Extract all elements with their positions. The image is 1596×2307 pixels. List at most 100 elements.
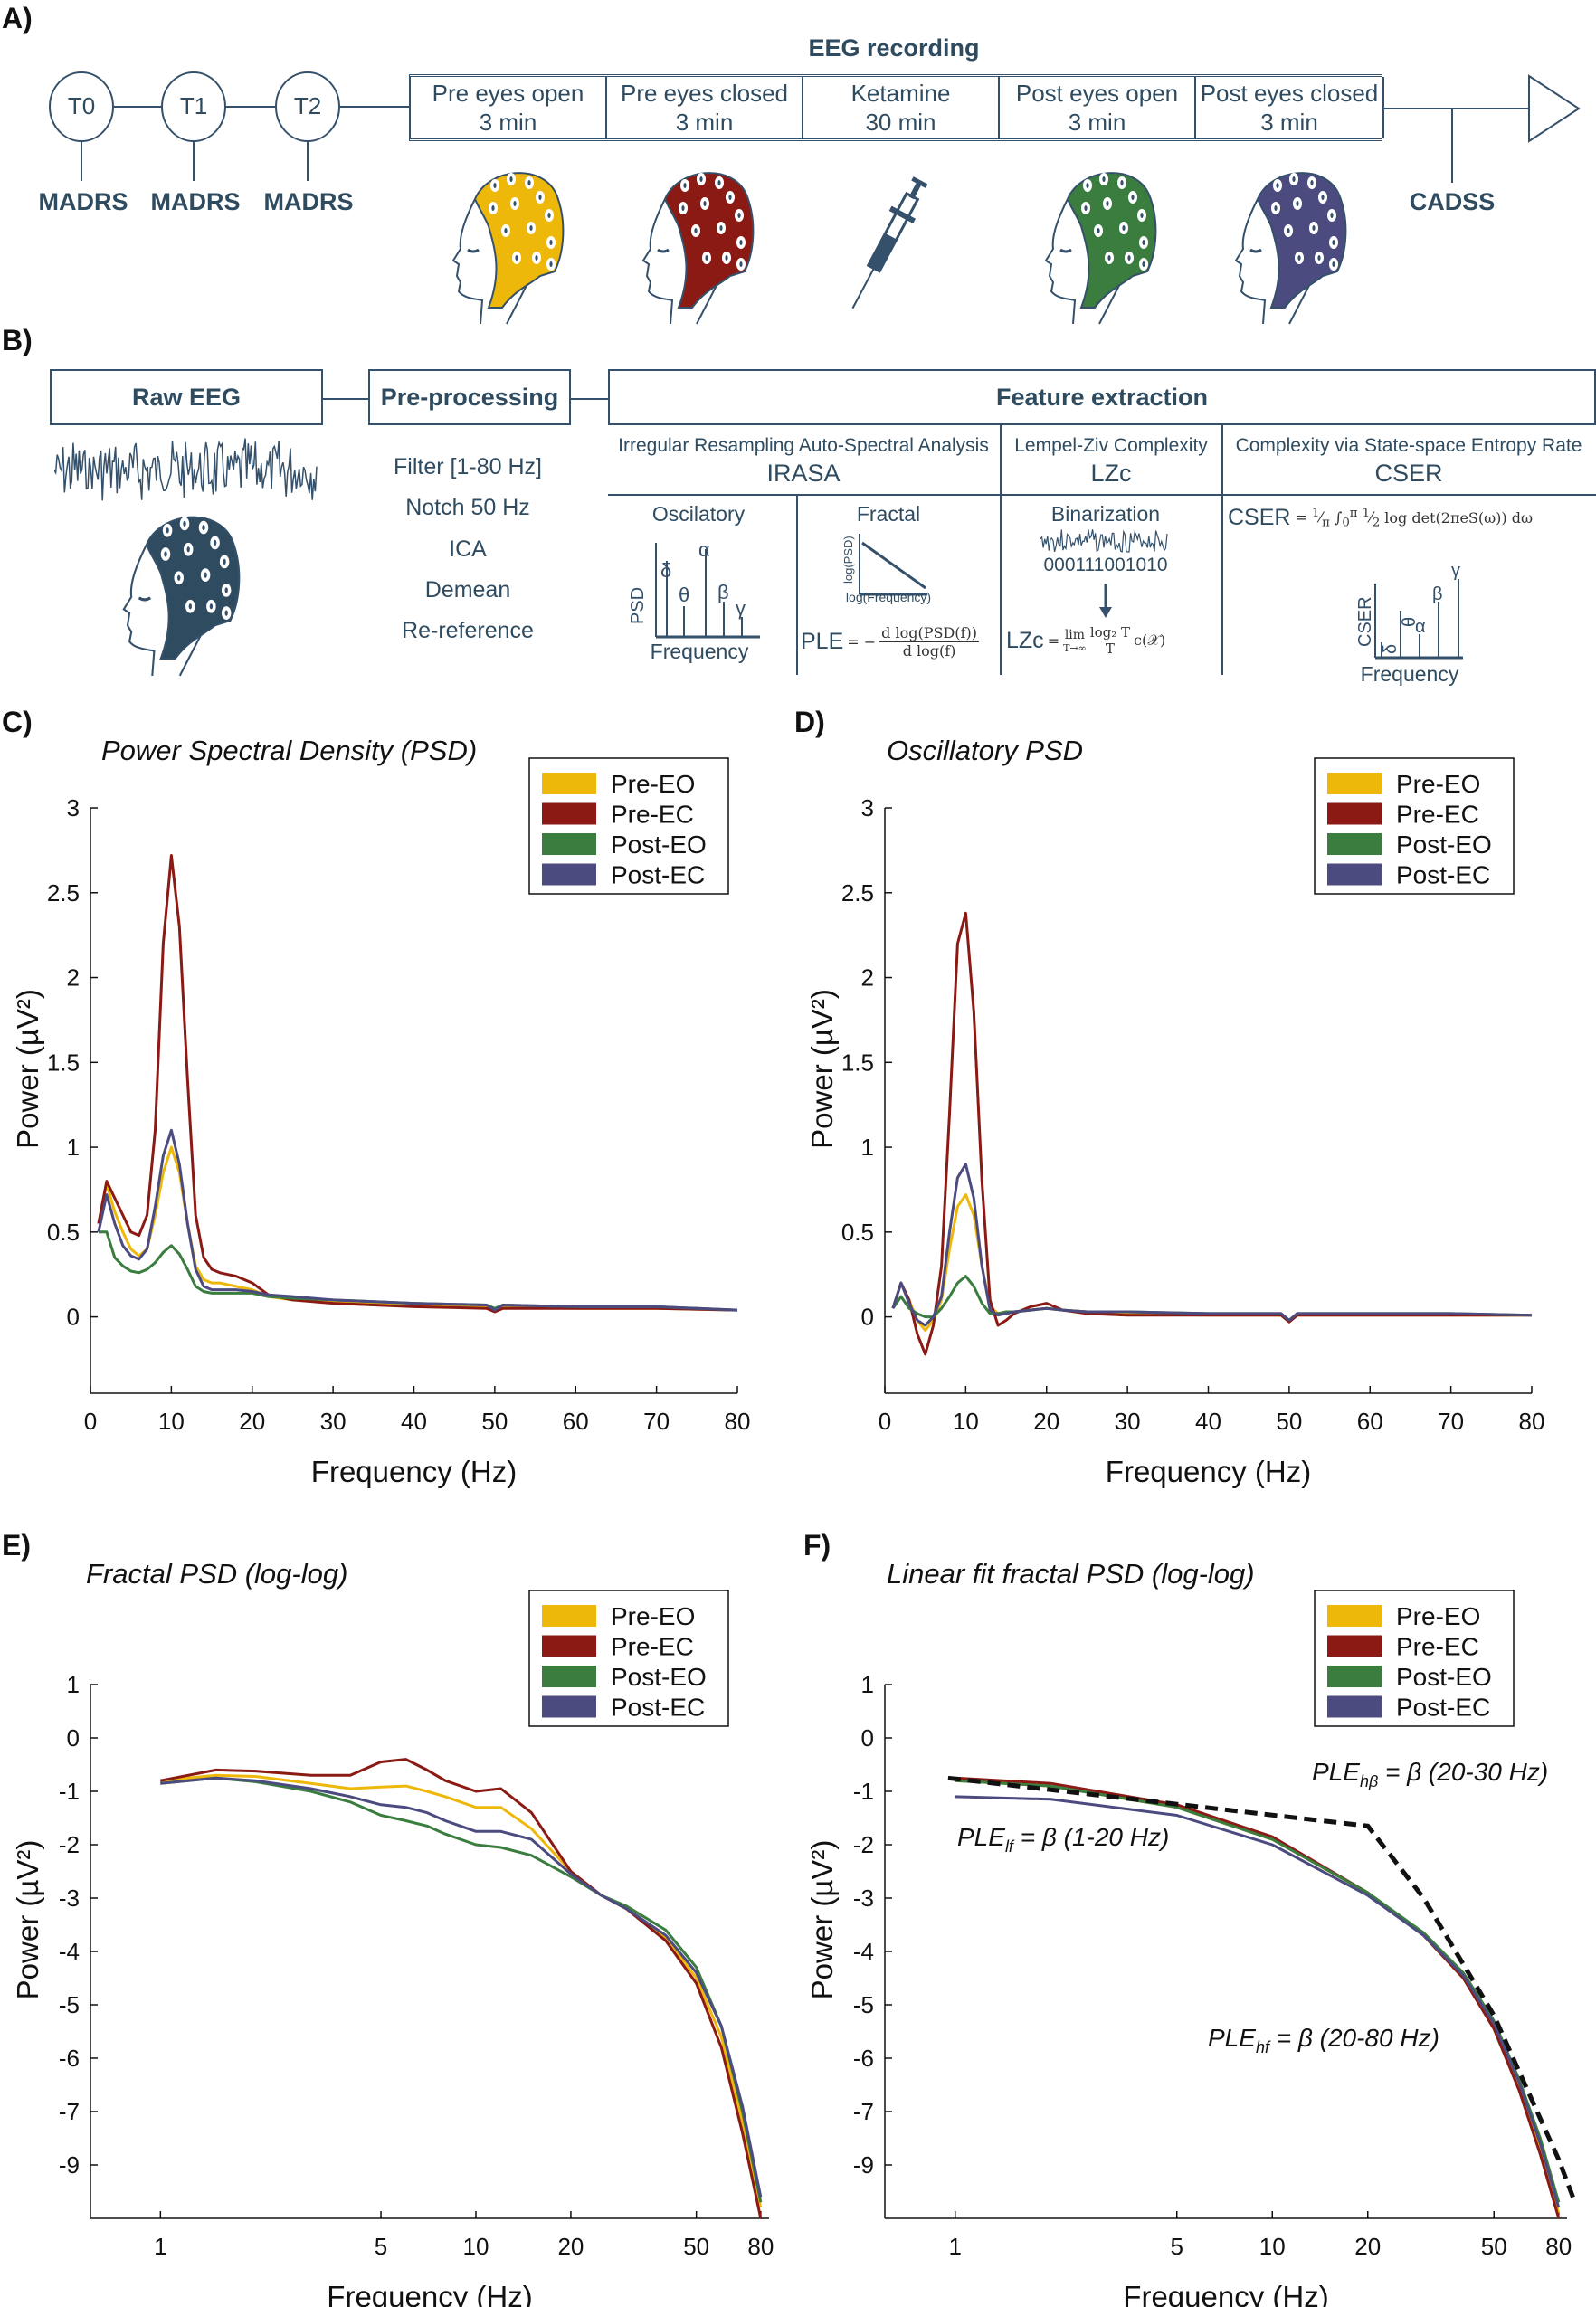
legend-swatch (542, 802, 596, 825)
oscillatory-title: Oscilatory (651, 502, 746, 526)
eeg-recording-title: EEG recording (808, 34, 980, 62)
chart-c: Power Spectral Density (PSD) 0 0.5 1 1.5 2 2.5… (11, 735, 750, 1488)
band-delta: δ (1381, 644, 1401, 654)
x-tick-label: 50 (1276, 1408, 1302, 1435)
legend-label: Pre-EO (611, 770, 695, 798)
y-tick-label: -4 (853, 1938, 874, 1965)
y-tick-label: 1 (861, 1134, 874, 1161)
arrow-down-icon (1099, 584, 1112, 618)
ple-annotation: PLElf = β (1-20 Hz) (957, 1823, 1169, 1856)
cser-ylabel: CSER (1355, 596, 1375, 647)
recording-segments: Pre eyes open 3 min Pre eyes closed 3 min … (409, 74, 1384, 141)
cadss-label: CADSS (1409, 188, 1496, 215)
eeg-cap-green-icon (1044, 172, 1157, 325)
y-tick-label: 1.5 (47, 1049, 80, 1076)
x-tick-label: 40 (401, 1408, 427, 1435)
x-tick-label: 80 (747, 2233, 774, 2260)
ple-formula-lhs: PLE (801, 629, 844, 654)
raw-eeg-box: Raw EEG (50, 369, 323, 425)
legend-swatch (1327, 1666, 1382, 1687)
x-tick-label: 30 (1115, 1408, 1141, 1435)
preproc-step: Re-reference (402, 618, 534, 643)
legend-swatch (1327, 833, 1382, 855)
y-axis-label: Power (µV²) (11, 1840, 44, 2000)
x-tick-label: 80 (1519, 1408, 1545, 1435)
segment-ketamine: Ketamine 30 min (803, 77, 1000, 138)
chart-title: Fractal PSD (log-log) (86, 1558, 347, 1590)
series-line-pre-ec (891, 911, 1532, 1356)
legend-label: Post-EC (611, 861, 705, 889)
y-tick-label: -4 (59, 1938, 80, 1965)
legend-swatch (542, 863, 596, 886)
segment-duration: 30 min (865, 109, 936, 136)
legend-swatch (542, 1605, 596, 1627)
legend-swatch (542, 1666, 596, 1687)
y-axis-label: Power (µV²) (805, 989, 839, 1149)
band-theta: θ (1400, 617, 1420, 627)
band-gamma: γ (736, 597, 746, 620)
timepoint-t1: T1 (179, 92, 208, 119)
y-tick-label: 2.5 (47, 879, 80, 907)
y-tick-label: 0 (861, 1724, 874, 1752)
lzc-lim-sub: T→∞ (1063, 641, 1087, 654)
legend-label: Post-EC (611, 1694, 705, 1722)
panel-c-label: C) (2, 706, 33, 738)
legend-swatch (1327, 1635, 1382, 1657)
legend-swatch (542, 833, 596, 855)
cser-xlabel: Frequency (1360, 662, 1459, 686)
y-tick-label: -1 (853, 1778, 874, 1805)
band-alpha: α (698, 538, 710, 561)
legend-label: Post-EO (611, 1663, 707, 1691)
fractal-xlabel: log(Frequency) (845, 590, 932, 604)
segment-duration: 3 min (675, 109, 734, 136)
oscillatory-psd-icon: PSD δ θ α β γ (628, 538, 760, 639)
x-tick-label: 5 (1171, 2233, 1183, 2260)
x-tick-label: 50 (481, 1408, 508, 1435)
x-axis-label: Frequency (Hz) (1123, 2280, 1328, 2307)
x-tick-label: 5 (375, 2233, 387, 2260)
timeline-diagram (49, 71, 1581, 183)
legend-label: Post-EO (1396, 831, 1492, 859)
lzc-fullname: Lempel-Ziv Complexity (1014, 435, 1208, 456)
segment-duration: 3 min (479, 109, 537, 136)
legend-swatch (542, 1635, 596, 1657)
chart-title: Linear fit fractal PSD (log-log) (887, 1558, 1255, 1590)
segment-title: Pre eyes open (432, 80, 584, 107)
chart-e: Fractal PSD (log-log)10-1-2-3-4-5-6-7-91… (11, 1558, 774, 2307)
legend-label: Pre-EO (611, 1602, 695, 1630)
segment-post-eo: Post eyes open 3 min (1000, 77, 1196, 138)
x-tick-label: 60 (1357, 1408, 1383, 1435)
segment-pre-eo: Pre eyes open 3 min (411, 77, 607, 138)
preproc-step: Notch 50 Hz (405, 495, 530, 520)
ple-formula-denominator: d log(f) (902, 642, 956, 660)
legend-swatch (1327, 863, 1382, 886)
legend-label: Post-EO (611, 831, 707, 859)
band-theta: θ (679, 584, 689, 606)
x-tick-label: 0 (84, 1408, 97, 1435)
segment-title: Post eyes closed (1200, 80, 1379, 107)
x-tick-label: 20 (1033, 1408, 1059, 1435)
legend-label: Pre-EC (611, 1633, 694, 1661)
y-tick-label: 2 (861, 964, 874, 992)
lzc-formula-lhs: LZc (1006, 627, 1044, 653)
x-axis-label: Frequency (Hz) (311, 1455, 517, 1488)
eeg-cap-red-icon (641, 172, 755, 325)
segment-title: Pre eyes closed (621, 80, 788, 107)
x-tick-label: 0 (879, 1408, 891, 1435)
legend-label: Pre-EO (1396, 1602, 1480, 1630)
fractal-loglog-icon: log(PSD) (841, 534, 927, 596)
madrs-label-t1: MADRS (150, 188, 241, 215)
legend-label: Pre-EC (1396, 1633, 1479, 1661)
irasa-fullname: Irregular Resampling Auto-Spectral Analy… (618, 435, 989, 456)
cser-formula: CSER = 1⁄π ∫0π 1⁄2 log det(2πeS(ω)) dω (1228, 505, 1534, 530)
binarization-title: Binarization (1050, 502, 1161, 526)
segment-title: Post eyes open (1015, 80, 1179, 107)
cser-formula-rhs: log det(2πeS(ω)) dω (1384, 509, 1534, 527)
legend-label: Pre-EO (1396, 770, 1480, 798)
timepoint-t0: T0 (67, 92, 96, 119)
irasa-acronym: IRASA (766, 460, 841, 487)
preproc-step: Filter [1-80 Hz] (394, 454, 542, 479)
